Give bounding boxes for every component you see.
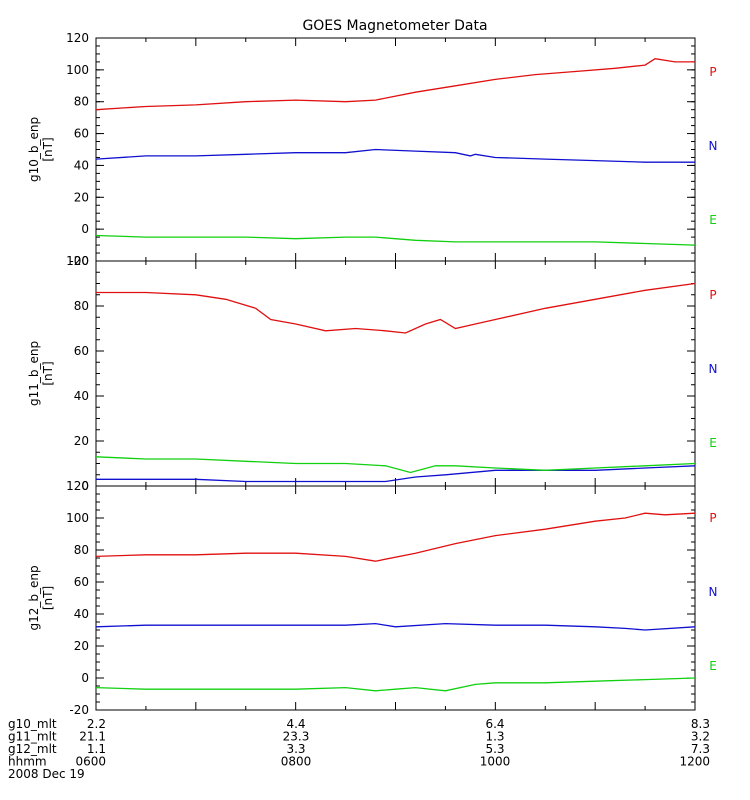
legend-label-N: N [709, 362, 718, 376]
date-label: 2008 Dec 19 [8, 767, 85, 781]
mlt-value: 1.3 [485, 730, 504, 744]
y-tick-label: 60 [74, 575, 89, 589]
mlt-value: 8.3 [691, 717, 710, 731]
y-tick-label: 80 [74, 299, 89, 313]
mlt-value: 21.1 [79, 730, 106, 744]
series-line-E [95, 677, 696, 692]
legend-label-P: P [709, 511, 716, 525]
y-tick-label: 20 [74, 434, 89, 448]
mlt-value: 23.3 [283, 730, 310, 744]
y-tick-label: 0 [81, 479, 89, 493]
y-axis-unit: [nT] [41, 361, 55, 385]
series-line-E [95, 234, 696, 246]
mlt-value: 5.3 [485, 742, 504, 756]
chart-title: GOES Magnetometer Data [302, 18, 487, 34]
y-tick-label: 100 [66, 511, 89, 525]
mlt-value: 7.3 [691, 742, 710, 756]
legend-label-E: E [709, 213, 717, 227]
y-tick-label: -20 [69, 703, 89, 717]
mlt-table: g10_mlt 2.2 4.4 6.4 8.3 g11_mlt 21.1 23.3 1.3 3.2… [8, 717, 710, 781]
mlt-row-label: g12_mlt [8, 742, 57, 756]
legend-label-E: E [709, 659, 717, 673]
series-line-E [95, 456, 696, 474]
mlt-row-label: g11_mlt [8, 730, 57, 744]
panel-3: -20 0 20 40 60 80 100 120 g12_b_enp [nT] P N E [27, 479, 717, 717]
legend-label-N: N [709, 139, 718, 153]
mlt-value: 1.1 [87, 742, 106, 756]
y-tick-label: 40 [74, 607, 89, 621]
y-tick-label: 60 [74, 344, 89, 358]
y-tick-label: 80 [74, 95, 89, 109]
mlt-row-label: hhmm [8, 755, 47, 769]
y-axis-label: g10_b_enp [27, 117, 41, 182]
y-tick-label: 120 [66, 31, 89, 45]
legend-label-N: N [709, 585, 718, 599]
mlt-value: 0600 [75, 755, 106, 769]
mlt-row-label: g10_mlt [8, 717, 57, 731]
legend-label-P: P [709, 65, 716, 79]
y-tick-label: 20 [74, 639, 89, 653]
mlt-value: 3.3 [286, 742, 305, 756]
series-line-P [95, 58, 695, 111]
series-line-N [96, 465, 696, 483]
mlt-value: 0800 [281, 755, 312, 769]
y-tick-label: 100 [66, 63, 89, 77]
series-line-P [96, 282, 696, 334]
mlt-value: 1000 [480, 755, 511, 769]
mlt-value: 1200 [679, 755, 710, 769]
legend-label-E: E [709, 436, 717, 450]
panel-1: -20 0 20 40 60 80 100 120 g10_b_enp [nT] P N E [27, 31, 717, 268]
legend-label-P: P [709, 288, 716, 302]
mlt-value: 4.4 [286, 717, 305, 731]
y-axis-label: g11_b_enp [27, 341, 41, 406]
y-tick-label: 80 [74, 543, 89, 557]
y-tick-label: 0 [81, 222, 89, 236]
series-line-P [95, 512, 696, 562]
plot-frame [95, 37, 696, 262]
y-tick-label: -20 [69, 254, 89, 268]
y-tick-label: 100 [66, 254, 89, 268]
y-axis-unit: [nT] [41, 586, 55, 610]
series-line-N [95, 148, 695, 163]
y-axis-label: g12_b_enp [27, 565, 41, 630]
y-tick-label: 40 [74, 389, 89, 403]
y-tick-label: 40 [74, 158, 89, 172]
y-tick-label: 20 [74, 190, 89, 204]
y-axis-unit: [nT] [41, 137, 55, 161]
y-tick-label: 60 [74, 127, 89, 141]
series-line-N [95, 622, 696, 631]
y-tick-label: 0 [81, 671, 89, 685]
mlt-value: 3.2 [691, 730, 710, 744]
mlt-value: 2.2 [87, 717, 106, 731]
panel-2: 0 20 40 60 80 100 g11_b_enp [nT] P N E [27, 254, 717, 493]
mlt-value: 6.4 [485, 717, 504, 731]
y-tick-label: 120 [66, 479, 89, 493]
